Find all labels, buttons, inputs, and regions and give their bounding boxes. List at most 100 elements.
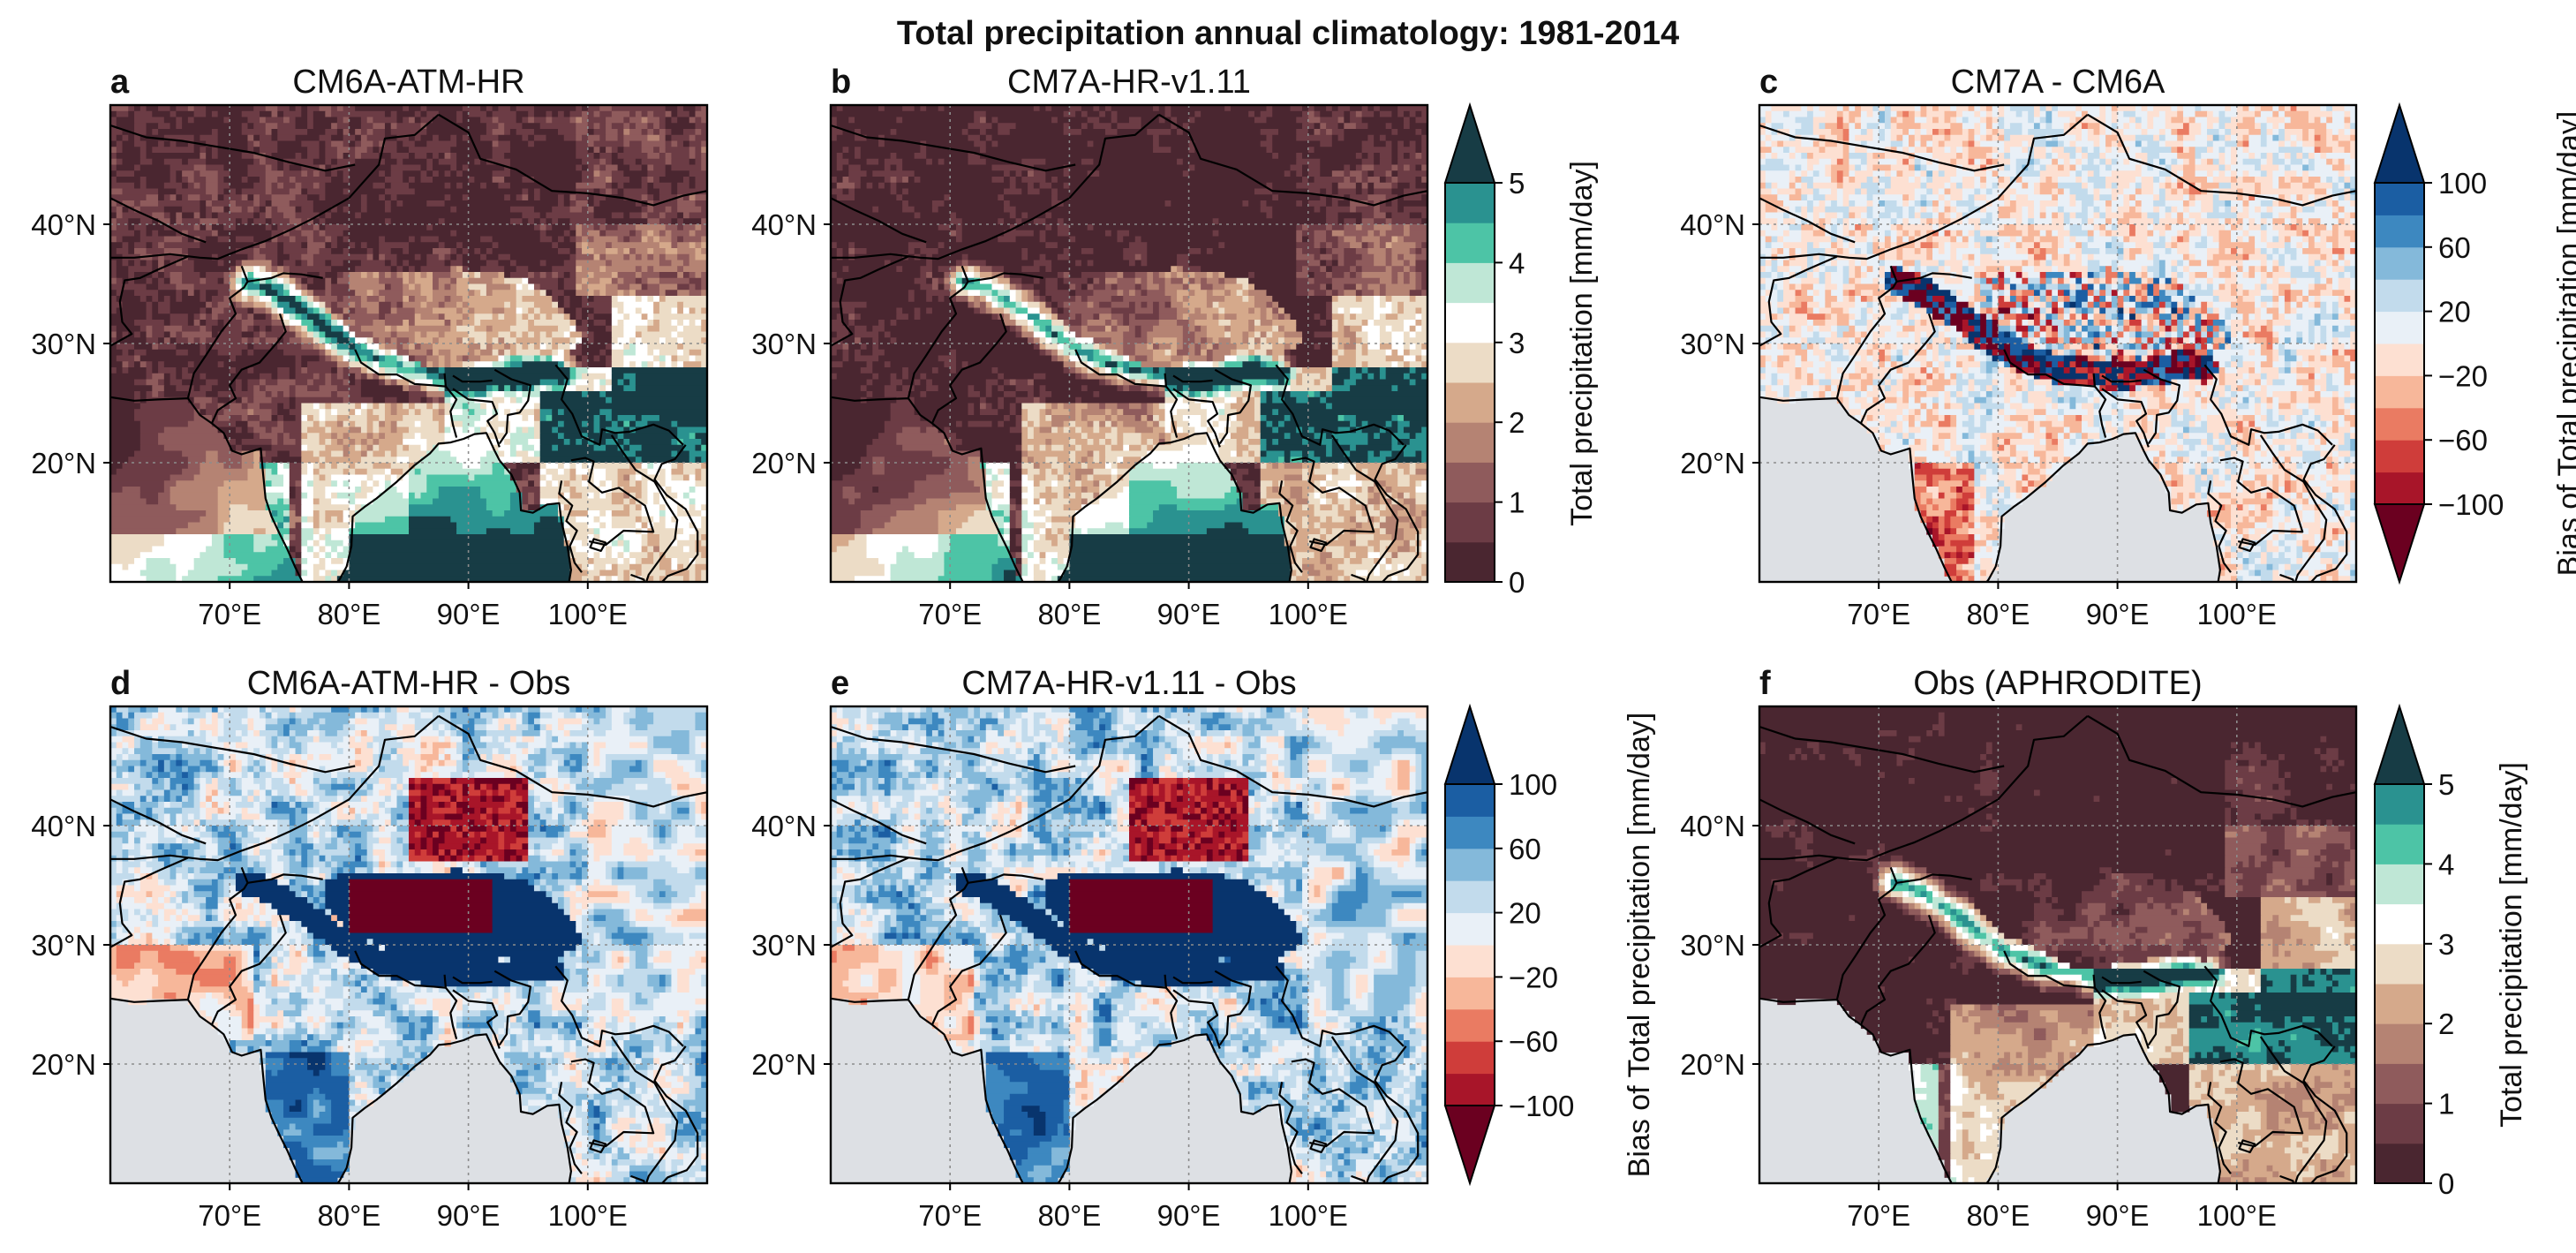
x-tick-label: 70°E bbox=[1847, 598, 1910, 630]
colorbar-label: Bias of Total precipitation [mm/day] bbox=[2552, 111, 2576, 577]
x-tick-label: 100°E bbox=[2197, 598, 2277, 630]
colorbar-segment bbox=[2375, 312, 2424, 344]
x-tick-label: 70°E bbox=[918, 598, 982, 630]
x-tick-label: 80°E bbox=[1037, 598, 1101, 630]
x-tick-label: 100°E bbox=[1269, 598, 1348, 630]
y-tick-label: 30°N bbox=[31, 328, 96, 360]
x-tick-label: 80°E bbox=[317, 598, 380, 630]
colorbar-tick-label: −60 bbox=[2438, 424, 2488, 457]
colorbar-label: Total precipitation [mm/day] bbox=[2495, 762, 2528, 1128]
colorbar-extend-max bbox=[2375, 706, 2424, 784]
colorbar-segment bbox=[1445, 880, 1495, 913]
colorbar-tick-label: −100 bbox=[1509, 1090, 1574, 1122]
y-tick-label: 30°N bbox=[1680, 328, 1745, 360]
y-tick-label: 30°N bbox=[1680, 929, 1745, 962]
panel-letter: a bbox=[110, 64, 130, 101]
colorbar-tick-label: 100 bbox=[1509, 768, 1557, 801]
colorbar-tick-label: 1 bbox=[1509, 487, 1525, 519]
colorbar-segment bbox=[2375, 904, 2424, 945]
colorbar-segment bbox=[2375, 215, 2424, 247]
colorbar-extend-min bbox=[1445, 1106, 1495, 1183]
x-tick-label: 90°E bbox=[1157, 1199, 1221, 1232]
colorbar-segment bbox=[2375, 375, 2424, 408]
y-tick-label: 20°N bbox=[1680, 1048, 1745, 1081]
colorbar-segment bbox=[1445, 183, 1495, 223]
colorbar-tick-label: −100 bbox=[2438, 488, 2504, 521]
colorbar-tick-label: 20 bbox=[2438, 296, 2471, 328]
x-tick-label: 70°E bbox=[918, 1199, 982, 1232]
colorbar-tick-label: 2 bbox=[2438, 1008, 2454, 1040]
panel-title: Obs (APHRODITE) bbox=[1913, 665, 2202, 702]
y-tick-label: 20°N bbox=[751, 447, 817, 479]
colorbar-segment bbox=[1445, 502, 1495, 543]
x-tick-label: 80°E bbox=[317, 1199, 380, 1232]
panel-letter: d bbox=[110, 665, 131, 702]
colorbar-segment bbox=[2375, 247, 2424, 280]
colorbar-tick-label: 3 bbox=[2438, 928, 2454, 961]
x-tick-label: 80°E bbox=[1966, 598, 2030, 630]
panel-title: CM7A-HR-v1.11 - Obs bbox=[961, 665, 1296, 702]
colorbar-segment bbox=[1445, 816, 1495, 849]
colorbar-tick-label: 20 bbox=[1509, 897, 1541, 930]
colorbar-segment bbox=[2375, 784, 2424, 825]
x-tick-label: 100°E bbox=[1269, 1199, 1348, 1232]
x-tick-label: 100°E bbox=[548, 598, 628, 630]
x-tick-label: 70°E bbox=[198, 598, 261, 630]
colorbar-segment bbox=[1445, 977, 1495, 1009]
x-tick-label: 70°E bbox=[1847, 1199, 1910, 1232]
colorbar-segment bbox=[2375, 1023, 2424, 1064]
colorbar-segment bbox=[1445, 784, 1495, 817]
panel-letter: f bbox=[1759, 665, 1771, 702]
x-tick-label: 100°E bbox=[548, 1199, 628, 1232]
colorbar-segment bbox=[2375, 864, 2424, 904]
colorbar-extend-max bbox=[1445, 706, 1495, 784]
colorbar-label: Total precipitation [mm/day] bbox=[1565, 161, 1599, 526]
colorbar-segment bbox=[2375, 472, 2424, 505]
colorbar-segment bbox=[1445, 303, 1495, 343]
y-tick-label: 40°N bbox=[1680, 810, 1745, 842]
y-tick-label: 20°N bbox=[31, 1048, 96, 1081]
colorbar-segment bbox=[2375, 440, 2424, 472]
y-tick-label: 40°N bbox=[751, 208, 817, 241]
colorbar-tick-label: 1 bbox=[2438, 1088, 2454, 1121]
colorbar-extend-max bbox=[1445, 105, 1495, 183]
colorbar-extend-max bbox=[2375, 105, 2424, 183]
figure-title: Total precipitation annual climatology: … bbox=[897, 15, 1679, 52]
colorbar-tick-label: 60 bbox=[2438, 231, 2471, 264]
y-tick-label: 40°N bbox=[31, 810, 96, 842]
colorbar-segment bbox=[1445, 542, 1495, 583]
colorbar-segment bbox=[2375, 944, 2424, 985]
panel-letter: e bbox=[831, 665, 849, 702]
colorbar-segment bbox=[2375, 824, 2424, 864]
colorbar-tick-label: 3 bbox=[1509, 327, 1525, 359]
colorbar-segment bbox=[1445, 945, 1495, 977]
colorbar-segment bbox=[1445, 849, 1495, 881]
colorbar-segment bbox=[2375, 1104, 2424, 1144]
colorbar-tick-label: 5 bbox=[1509, 167, 1525, 200]
x-tick-label: 90°E bbox=[1157, 598, 1221, 630]
colorbar-segment bbox=[1445, 343, 1495, 383]
colorbar-tick-label: 0 bbox=[1509, 566, 1525, 599]
y-tick-label: 40°N bbox=[31, 208, 96, 241]
colorbar-segment bbox=[1445, 422, 1495, 463]
x-tick-label: 70°E bbox=[198, 1199, 261, 1232]
colorbar-tick-label: 100 bbox=[2438, 167, 2487, 200]
colorbar-segment bbox=[1445, 223, 1495, 263]
x-tick-label: 90°E bbox=[437, 598, 501, 630]
colorbar-label: Bias of Total precipitation [mm/day] bbox=[1623, 713, 1656, 1178]
y-tick-label: 30°N bbox=[751, 929, 817, 962]
colorbar-segment bbox=[1445, 462, 1495, 502]
colorbar-tick-label: −20 bbox=[1509, 961, 1558, 993]
